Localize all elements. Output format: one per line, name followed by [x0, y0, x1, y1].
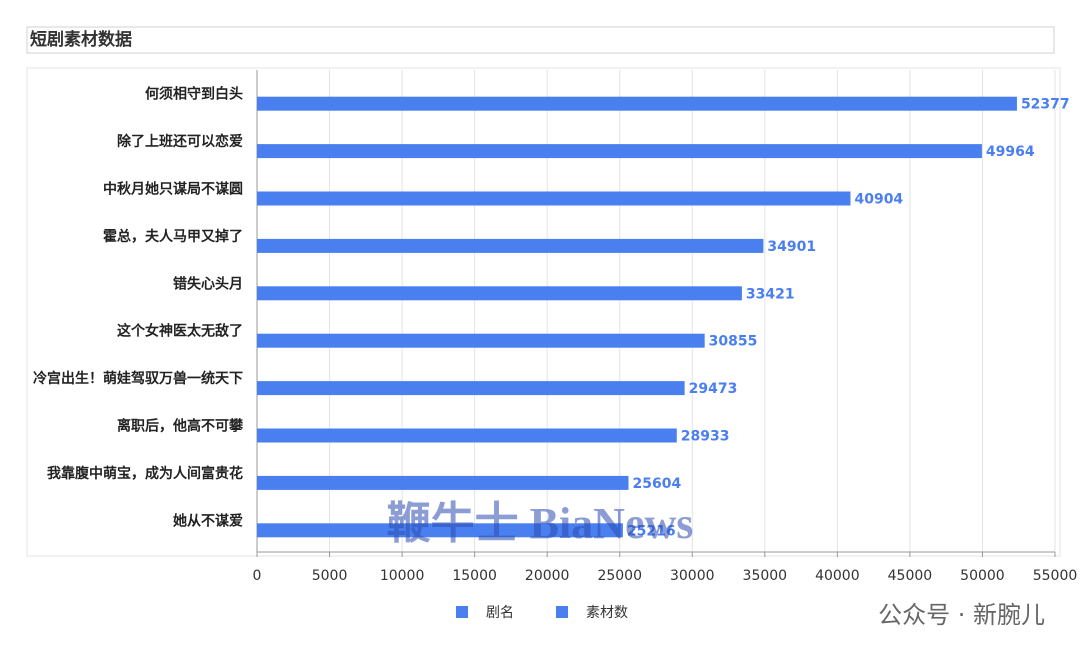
plot-frame	[26, 67, 1061, 557]
value-label: 33421	[746, 286, 795, 302]
value-label: 25216	[627, 523, 676, 539]
y-tick-label: 冷宫出生！萌娃驾驭万兽一统天下	[33, 370, 243, 387]
y-tick-label: 错失心头月	[173, 275, 243, 292]
x-tick-label: 50000	[960, 568, 1005, 584]
legend-swatch	[556, 606, 568, 618]
watermark: 鞭牛士 BiaNews	[387, 499, 694, 548]
x-tick-label: 25000	[597, 568, 642, 584]
bar	[257, 475, 629, 490]
bar	[257, 96, 1017, 111]
legend-label: 剧名	[486, 605, 514, 621]
x-tick-label: 30000	[670, 568, 715, 584]
y-tick-label: 霍总，夫人马甲又掉了	[103, 228, 243, 245]
value-label: 49964	[986, 144, 1035, 160]
x-tick-label: 35000	[743, 568, 788, 584]
x-tick-label: 15000	[452, 568, 497, 584]
legend-label: 素材数	[586, 605, 628, 621]
y-tick-label: 何须相守到白头	[145, 86, 243, 103]
x-tick-label: 20000	[525, 568, 570, 584]
y-tick-label: 我靠腹中萌宝，成为人间富贵花	[47, 465, 243, 482]
x-tick-label: 10000	[380, 568, 425, 584]
x-tick-label: 5000	[312, 568, 348, 584]
x-tick-label: 55000	[1033, 568, 1078, 584]
x-tick-label: 40000	[815, 568, 860, 584]
value-label: 28933	[681, 429, 730, 445]
value-label: 30855	[709, 334, 758, 350]
x-tick-label: 45000	[888, 568, 933, 584]
chart-title: 短剧素材数据	[30, 29, 132, 50]
bar	[257, 286, 742, 301]
x-tick-label: 0	[253, 568, 262, 584]
bar	[257, 333, 705, 348]
bar	[257, 191, 851, 206]
bar	[257, 144, 982, 159]
y-tick-label: 她从不谋爱	[173, 512, 243, 529]
bar	[257, 238, 764, 253]
value-label: 34901	[767, 239, 816, 255]
title-box	[26, 26, 1055, 54]
value-label: 52377	[1021, 97, 1070, 113]
value-label: 29473	[689, 381, 738, 397]
y-tick-label: 除了上班还可以恋爱	[117, 133, 243, 150]
bar	[257, 428, 677, 443]
y-tick-label: 离职后，他高不可攀	[117, 418, 244, 435]
value-label: 40904	[854, 192, 903, 208]
legend-swatch	[456, 606, 468, 618]
footer-credit: 公众号 · 新腕儿	[878, 601, 1045, 629]
bar	[257, 523, 623, 538]
y-tick-label: 这个女神医太无敌了	[117, 323, 243, 340]
y-tick-label: 中秋月她只谋局不谋圆	[103, 181, 243, 198]
value-label: 25604	[632, 476, 681, 492]
bar	[257, 381, 685, 396]
